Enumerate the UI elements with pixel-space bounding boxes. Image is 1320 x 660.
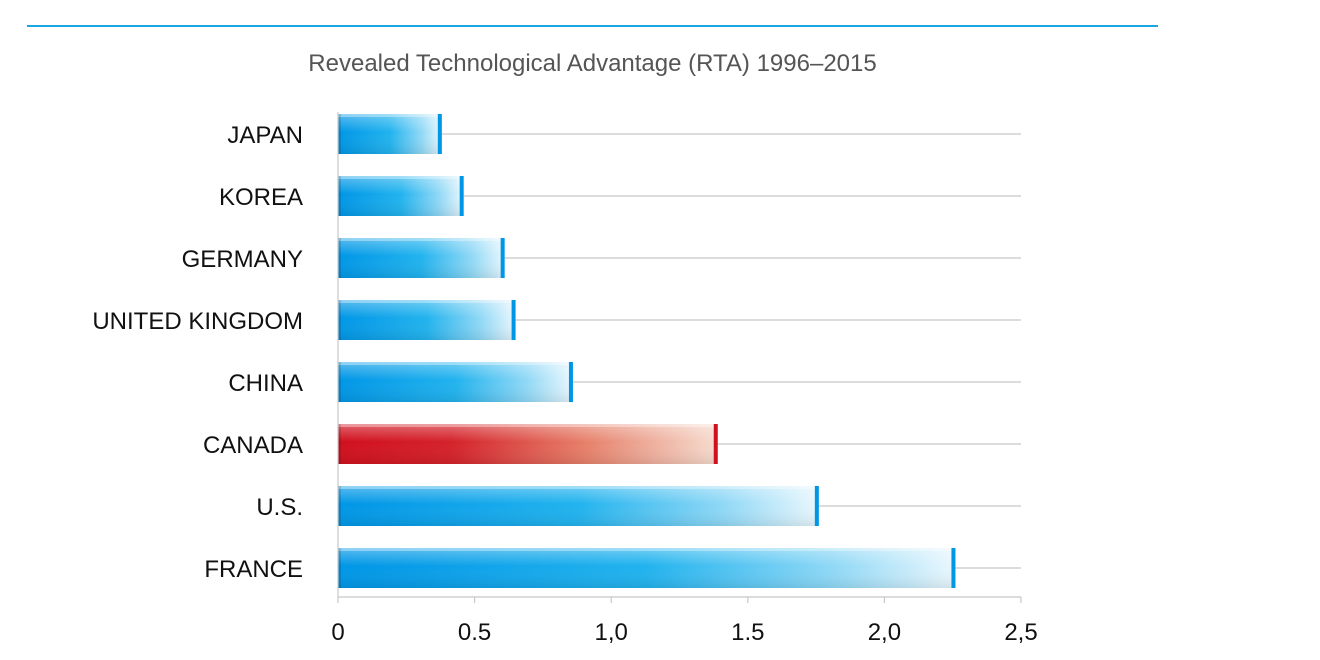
bar-united-kingdom: [338, 300, 516, 340]
bar-shine: [338, 238, 505, 278]
bar-top-bevel: [338, 238, 505, 241]
bar-start-bevel: [338, 548, 341, 588]
bar-end-cap: [814, 486, 819, 526]
bar-top-bevel: [338, 114, 442, 117]
bar-canada: [338, 424, 718, 464]
bar-end-cap: [511, 300, 516, 340]
bar-start-bevel: [338, 424, 341, 464]
bar-start-bevel: [338, 362, 341, 402]
bar-germany: [338, 238, 505, 278]
bar-japan: [338, 114, 442, 154]
bar-end-cap: [500, 238, 505, 278]
bar-start-bevel: [338, 300, 341, 340]
bar-shine: [338, 300, 516, 340]
bar-start-bevel: [338, 238, 341, 278]
bar-china: [338, 362, 573, 402]
bar-end-cap: [568, 362, 573, 402]
bar-top-bevel: [338, 362, 573, 365]
category-label: FRANCE: [204, 556, 303, 583]
bar-shine: [338, 548, 956, 588]
bar-top-bevel: [338, 300, 516, 303]
x-tick-label: 1.5: [731, 619, 764, 646]
bar-top-bevel: [338, 424, 718, 427]
top-rule: [27, 25, 1158, 27]
bar-start-bevel: [338, 176, 341, 216]
bar-start-bevel: [338, 114, 341, 154]
category-label: CHINA: [228, 370, 303, 397]
bar-end-cap: [951, 548, 956, 588]
bar-shine: [338, 486, 819, 526]
bar-shine: [338, 362, 573, 402]
bar-u-s: [338, 486, 819, 526]
bar-top-bevel: [338, 176, 464, 179]
label-layer: JAPAN KOREA GERMANY UNITED KINGDOM CHINA CANA…: [92, 122, 303, 583]
bar-start-bevel: [338, 486, 341, 526]
category-label: U.S.: [256, 494, 303, 521]
category-label: CANADA: [203, 432, 303, 459]
category-label: JAPAN: [227, 122, 303, 149]
bar-france: [338, 548, 956, 588]
bar-korea: [338, 176, 464, 216]
chart-title: Revealed Technological Advantage (RTA) 1…: [308, 50, 877, 77]
bar-end-cap: [437, 114, 442, 154]
category-label: KOREA: [219, 184, 303, 211]
x-tick-label: 2,5: [1004, 619, 1037, 646]
x-tick-label: 0: [331, 619, 344, 646]
bar-shine: [338, 176, 464, 216]
x-tick-label: 0.5: [458, 619, 491, 646]
category-label: UNITED KINGDOM: [92, 308, 303, 335]
x-tick-label: 1,0: [595, 619, 628, 646]
bar-shine: [338, 424, 718, 464]
x-tick-label: 2,0: [868, 619, 901, 646]
bar-end-cap: [713, 424, 718, 464]
bar-end-cap: [459, 176, 464, 216]
bar-top-bevel: [338, 548, 956, 551]
bar-shine: [338, 114, 442, 154]
bar-top-bevel: [338, 486, 819, 489]
bar-layer: [338, 114, 956, 588]
category-label: GERMANY: [182, 246, 303, 273]
axis-layer: 0 0.5 1,0 1.5 2,0 2,5: [331, 112, 1038, 646]
